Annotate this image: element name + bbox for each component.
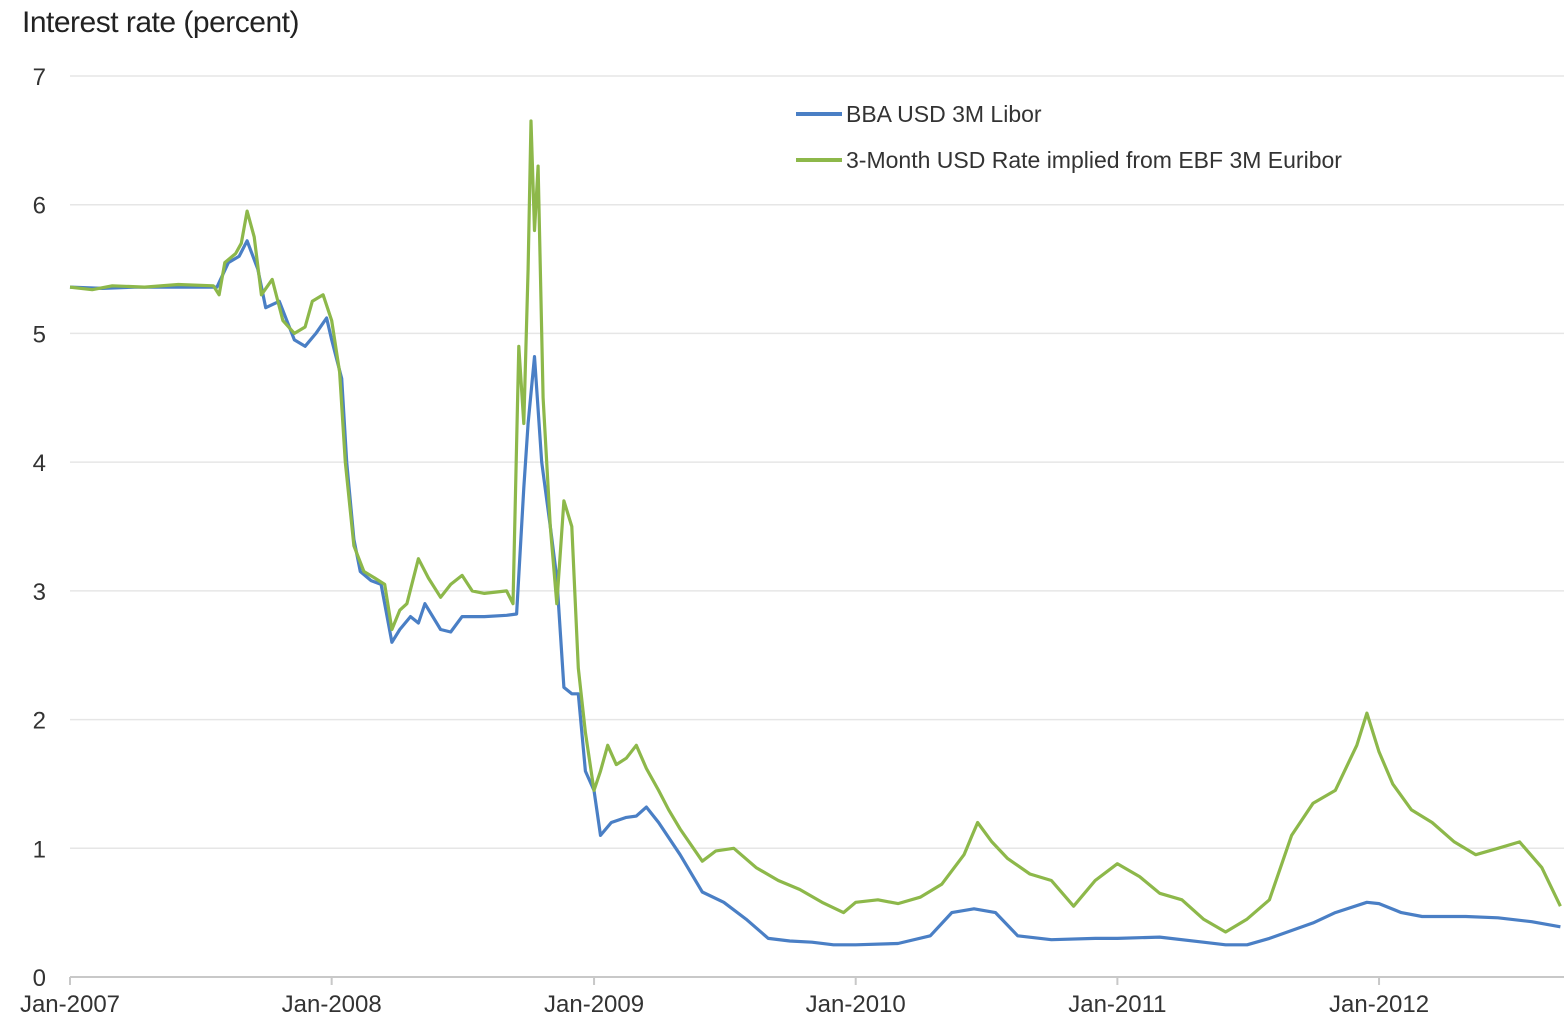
- y-tick-label: 3: [33, 579, 46, 606]
- y-tick-label: 6: [33, 193, 46, 220]
- y-tick-label: 4: [33, 450, 46, 477]
- x-tick-label: Jan-2007: [20, 991, 120, 1018]
- gridlines: [70, 75, 1564, 850]
- series-line-libor: [69, 239, 1561, 947]
- y-axis-title: Interest rate (percent): [22, 6, 299, 39]
- y-tick-label: 7: [33, 64, 46, 91]
- x-tick-label: Jan-2008: [282, 991, 382, 1018]
- y-tick-label: 1: [33, 836, 46, 863]
- legend-entry-label: BBA USD 3M Libor: [846, 101, 1042, 127]
- x-tick-label: Jan-2010: [806, 991, 906, 1018]
- y-tick-label: 2: [33, 708, 46, 735]
- x-tick-label: Jan-2009: [544, 991, 644, 1018]
- legend: BBA USD 3M Libor 3-Month USD Rate implied…: [796, 101, 1342, 173]
- y-tick-label: 0: [33, 965, 46, 992]
- x-tick-label: Jan-2011: [1068, 991, 1166, 1018]
- series-lines: [69, 119, 1562, 947]
- legend-entry-label: 3-Month USD Rate implied from EBF 3M Eur…: [846, 147, 1342, 173]
- x-tick-label: Jan-2012: [1329, 991, 1429, 1018]
- y-tick-label: 5: [33, 321, 46, 348]
- axes: 0 1 2 3 4 5 6 7 Jan-2007 Jan-2008 Jan-2009 Jan-2010…: [20, 64, 1564, 1018]
- series-line-euribor-implied: [69, 119, 1562, 934]
